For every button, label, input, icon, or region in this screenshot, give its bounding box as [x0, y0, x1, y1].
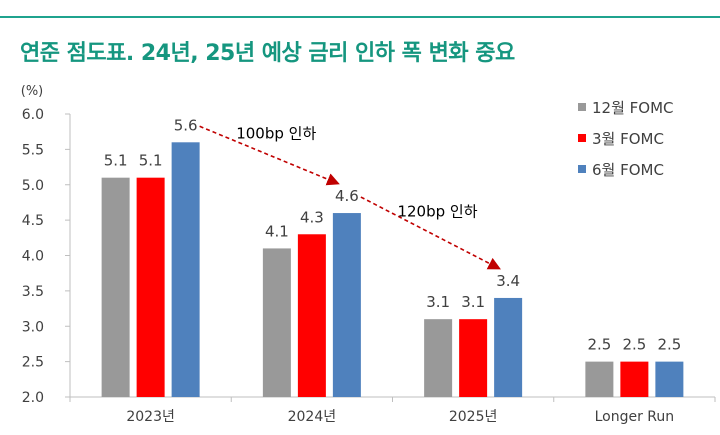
y-tick-label: 5.0 [22, 178, 44, 194]
legend-entry: 6월 FOMC [592, 161, 664, 179]
bar [171, 142, 200, 397]
bar [655, 361, 684, 397]
data-label: 3.1 [461, 293, 485, 311]
bar [459, 319, 488, 397]
bar [494, 297, 523, 397]
data-label: 5.1 [139, 152, 163, 170]
legend-entry: 3월 FOMC [592, 130, 664, 148]
data-label: 4.6 [335, 187, 359, 205]
y-axis: 6.0 5.5 5.0 4.5 4.0 3.5 3.0 2.5 2.0 [22, 107, 71, 406]
x-axis-labels: 2023년 2024년 2025년 Longer Run [126, 409, 674, 425]
annotation-label: 100bp 인하 [236, 125, 316, 143]
data-label: 2.5 [587, 336, 611, 354]
y-tick-label: 2.0 [22, 390, 44, 406]
data-labels: 5.1 5.1 5.6 4.1 4.3 4.6 3.1 3.1 3.4 2.5 2.5 2.5 [104, 116, 682, 353]
bar [297, 234, 326, 397]
data-label: 4.3 [300, 208, 324, 226]
legend: 12월 FOMC 3월 FOMC 6월 FOMC [578, 99, 674, 179]
bar [101, 177, 130, 397]
data-label: 2.5 [622, 336, 646, 354]
bar [585, 361, 614, 397]
y-tick-label: 3.0 [22, 319, 44, 335]
annotation-arrow [199, 125, 340, 186]
data-label: 3.1 [426, 293, 450, 311]
x-tick-label: 2024년 [288, 409, 337, 425]
bar [136, 177, 165, 397]
legend-swatch [578, 165, 586, 173]
y-axis-unit-label: (%) [21, 84, 44, 99]
y-tick-label: 4.0 [22, 249, 44, 265]
annotation-arrow [360, 196, 501, 270]
data-label: 5.1 [104, 152, 128, 170]
legend-entry: 12월 FOMC [592, 99, 674, 117]
bar [332, 213, 361, 397]
data-label: 5.6 [174, 116, 198, 134]
y-tick-label: 6.0 [22, 107, 44, 123]
annotations: 100bp 인하 120bp 인하 [199, 125, 501, 270]
x-tick-label: 2023년 [126, 409, 175, 425]
legend-swatch [578, 103, 586, 111]
data-label: 4.1 [265, 222, 289, 240]
chart-title: 연준 점도표. 24년, 25년 예상 금리 인하 폭 변화 중요 [20, 41, 515, 66]
bar [620, 361, 649, 397]
bars [101, 142, 684, 397]
data-label: 3.4 [496, 272, 520, 290]
annotation-label: 120bp 인하 [397, 203, 477, 221]
bar [262, 248, 291, 397]
x-tick-label: 2025년 [449, 409, 498, 425]
bar [424, 319, 453, 397]
legend-swatch [578, 134, 586, 142]
x-axis [69, 396, 716, 402]
y-tick-label: 5.5 [22, 142, 44, 158]
y-tick-label: 2.5 [22, 355, 44, 371]
data-label: 2.5 [657, 336, 681, 354]
header-rule [0, 16, 720, 18]
y-tick-label: 4.5 [22, 213, 44, 229]
x-tick-label: Longer Run [595, 409, 675, 425]
y-tick-label: 3.5 [22, 284, 44, 300]
